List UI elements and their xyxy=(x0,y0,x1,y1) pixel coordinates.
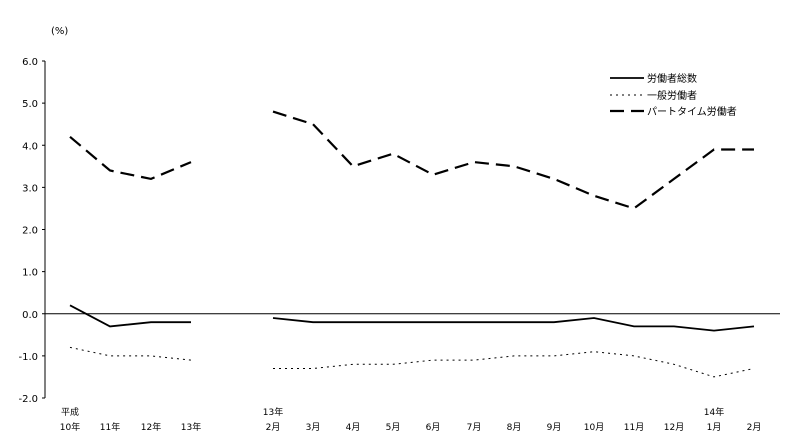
x-tick-label: 10年 xyxy=(60,421,80,433)
y-tick-label: 4.0 xyxy=(22,141,38,152)
x-tick-label: 2月 xyxy=(747,422,762,433)
series-line-annual-1 xyxy=(69,346,192,361)
y-tick-label: -1.0 xyxy=(18,352,38,363)
y-tick-label: -2.0 xyxy=(18,394,38,405)
series-line-monthly-0 xyxy=(272,317,755,332)
x-tick-label: 5月 xyxy=(386,422,401,433)
series-line-annual-0 xyxy=(69,304,191,328)
legend-label: パートタイム労働者 xyxy=(647,105,737,118)
x-tick-label: 12月 xyxy=(664,422,684,433)
x-tick-label: 11年 xyxy=(100,421,120,433)
series-lines xyxy=(69,110,755,378)
x-tick-labels: 平成 10年 11年 12年 13年 13年 2月 3月 4月 5月 6月 7月 8月 9月 10月 11月 1… xyxy=(60,406,762,433)
series-line-annual-2 xyxy=(69,135,192,181)
x-tick-label-top: 平成 xyxy=(61,406,79,418)
x-tick-label-top: 13年 xyxy=(263,406,283,418)
x-tick-label: 2月 xyxy=(266,422,281,433)
x-tick-label: 13年 xyxy=(181,421,201,433)
legend-label: 労働者総数 xyxy=(647,72,697,85)
x-tick-label: 4月 xyxy=(346,422,361,433)
x-tick-label: 11月 xyxy=(624,422,644,433)
x-tick-label: 9月 xyxy=(547,422,562,433)
series-line-monthly-1 xyxy=(273,351,755,378)
series-line-monthly-2 xyxy=(272,110,754,210)
y-tick-label: 3.0 xyxy=(22,183,38,194)
x-tick-label: 7月 xyxy=(467,422,482,433)
axes xyxy=(42,60,780,399)
x-tick-label: 3月 xyxy=(306,422,321,433)
y-tick-labels: 6.0 5.0 4.0 3.0 2.0 1.0 0.0 -1.0 -2.0 xyxy=(18,57,38,405)
y-tick-label: 5.0 xyxy=(22,99,38,110)
x-tick-label: 6月 xyxy=(426,422,441,433)
x-tick-label: 8月 xyxy=(507,422,522,433)
x-tick-label: 10月 xyxy=(584,422,604,433)
x-tick-label-top: 14年 xyxy=(704,406,724,418)
y-tick-label: 1.0 xyxy=(22,268,38,279)
y-tick-label: 6.0 xyxy=(22,57,38,68)
y-unit-label: (%) xyxy=(51,26,68,37)
y-tick-label: 0.0 xyxy=(22,310,38,321)
legend-label: 一般労働者 xyxy=(647,89,697,102)
y-tick-label: 2.0 xyxy=(22,226,38,237)
x-tick-label: 12年 xyxy=(141,421,161,433)
x-tick-label: 1月 xyxy=(707,422,722,433)
